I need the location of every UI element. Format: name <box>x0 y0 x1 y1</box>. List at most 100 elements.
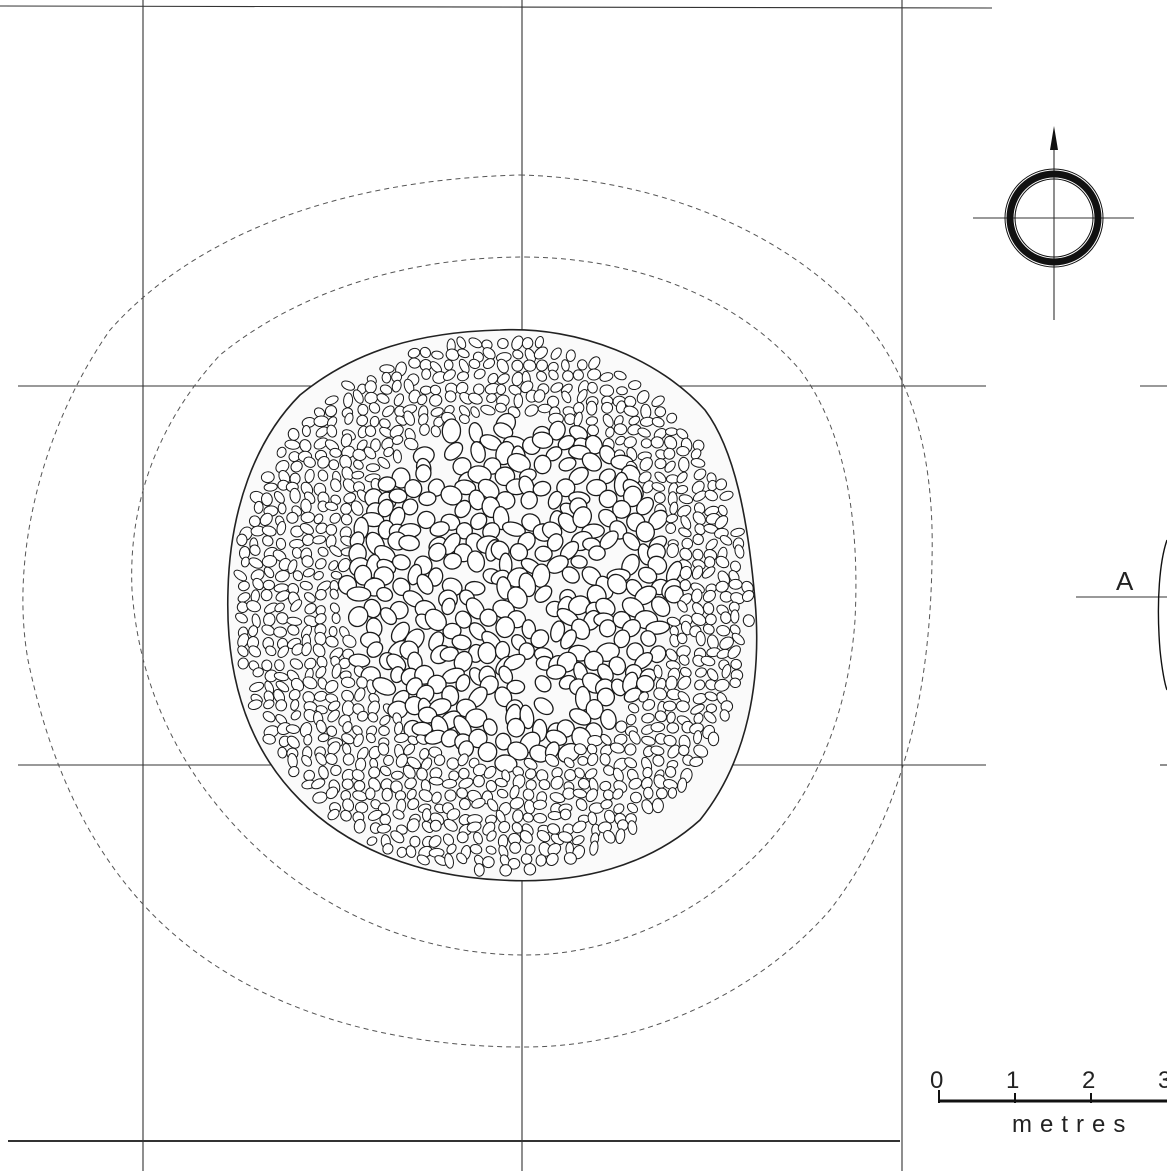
stone <box>677 777 688 793</box>
stone <box>508 384 522 396</box>
stone <box>642 699 656 711</box>
stone <box>561 390 572 404</box>
stone <box>521 337 534 350</box>
stone <box>680 515 692 530</box>
stone <box>499 864 512 877</box>
stone <box>678 744 690 757</box>
stone <box>533 697 554 716</box>
stone <box>458 767 470 780</box>
stone <box>392 449 402 464</box>
stone <box>570 555 588 569</box>
stone <box>545 664 567 680</box>
stone <box>301 754 313 767</box>
stone <box>664 585 684 604</box>
stone <box>577 755 589 766</box>
stone <box>613 803 625 815</box>
stone <box>376 393 390 404</box>
stone <box>653 664 663 679</box>
stone <box>353 780 366 792</box>
stone <box>391 770 404 780</box>
stone <box>458 414 470 425</box>
stone <box>677 505 692 518</box>
stone <box>702 566 716 579</box>
stone <box>354 687 366 702</box>
stone <box>666 616 681 627</box>
stone <box>325 786 339 800</box>
stone <box>330 570 343 580</box>
stone <box>511 359 524 372</box>
stone <box>572 835 585 846</box>
stone <box>495 732 512 751</box>
stone <box>406 818 420 833</box>
stone <box>473 831 483 845</box>
stone <box>678 527 692 538</box>
stone <box>398 534 420 552</box>
stone <box>623 436 637 449</box>
stone <box>340 809 352 822</box>
stone <box>643 786 654 800</box>
stone <box>325 635 339 648</box>
stone <box>429 521 450 537</box>
stone <box>451 634 472 651</box>
stone <box>458 777 474 789</box>
stone <box>249 544 261 556</box>
stone <box>557 831 573 843</box>
stone <box>706 668 719 682</box>
stone <box>601 401 614 414</box>
stone <box>468 358 481 370</box>
stone <box>692 533 704 546</box>
stone <box>690 448 702 460</box>
stone <box>313 571 324 581</box>
stone <box>379 715 391 726</box>
stone <box>376 823 392 834</box>
stone <box>457 348 470 359</box>
stone <box>666 722 680 734</box>
stone <box>612 499 632 519</box>
stone <box>573 402 585 415</box>
stone <box>486 393 497 404</box>
stone <box>262 733 276 745</box>
stone <box>651 798 664 814</box>
stone <box>262 711 276 723</box>
stone <box>494 777 508 788</box>
stone <box>715 555 730 569</box>
stone <box>429 394 443 407</box>
stone <box>314 613 327 625</box>
stone <box>431 350 444 360</box>
stone <box>588 545 606 561</box>
stone <box>341 689 355 703</box>
stone <box>301 642 312 657</box>
stone <box>702 623 715 635</box>
stone <box>383 754 394 766</box>
stone <box>692 511 706 526</box>
stone <box>574 767 585 779</box>
stone <box>691 612 707 626</box>
stone <box>299 580 313 591</box>
stone <box>562 370 574 382</box>
stone <box>677 691 691 704</box>
stone <box>313 415 330 428</box>
stone <box>350 500 364 516</box>
stone <box>327 709 340 723</box>
stone <box>533 389 546 403</box>
stone <box>470 406 480 418</box>
stone <box>381 787 393 802</box>
stone <box>468 337 483 349</box>
stone <box>650 721 666 733</box>
stone <box>290 677 305 692</box>
stone <box>302 676 318 690</box>
stone <box>237 657 249 670</box>
stone <box>512 766 525 778</box>
stone <box>326 424 338 438</box>
stone <box>679 666 692 678</box>
stone <box>729 624 741 636</box>
stone <box>275 537 287 550</box>
stone <box>575 798 588 811</box>
stone <box>330 478 342 493</box>
scale-tick-2: 2 <box>1082 1067 1095 1094</box>
stone <box>368 402 381 414</box>
stone <box>367 712 379 723</box>
scale-tick-1: 1 <box>1006 1067 1019 1094</box>
stone <box>403 437 419 451</box>
stone <box>249 681 265 693</box>
